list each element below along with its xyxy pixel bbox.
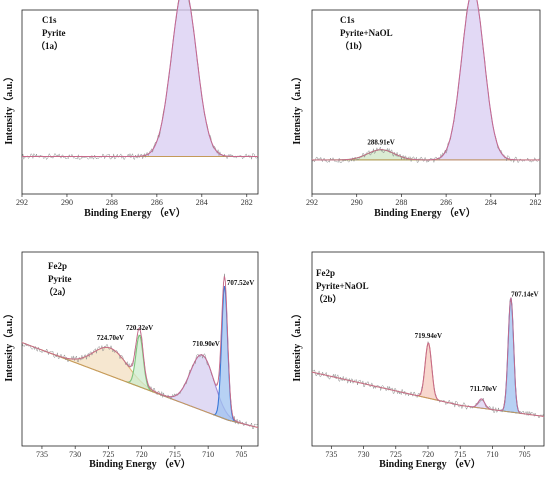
x-tick-label: 720	[136, 450, 148, 459]
x-tick-label: 284	[196, 198, 208, 207]
plot-frame	[311, 9, 541, 195]
x-axis-label: Binding Energy （eV）	[374, 206, 476, 219]
x-tick-label: 288	[106, 198, 118, 207]
y-axis-label: Intensity（a.u.）	[2, 308, 15, 381]
x-tick-label: 720	[422, 450, 434, 459]
x-tick-label: 725	[102, 450, 114, 459]
x-tick-label: 292	[306, 198, 318, 207]
x-axis-label: Binding Energy （eV）	[84, 206, 186, 219]
peak-label: 710.90eV	[192, 340, 219, 348]
x-tick-label: 730	[69, 450, 81, 459]
envelope-line	[22, 0, 258, 157]
x-tick-label: 735	[325, 450, 337, 459]
annotation-line-2: Pyrite+NaOL	[316, 281, 369, 291]
x-tick-label: 705	[235, 450, 247, 459]
x-tick-label: 286	[151, 198, 163, 207]
annotation-line-1: C1s	[340, 15, 355, 25]
peak-component-0	[327, 149, 434, 161]
annotation-line-3: （1a）	[36, 41, 63, 51]
y-axis-label: Intensity（a.u.）	[290, 71, 303, 144]
x-tick-label: 288	[395, 198, 407, 207]
annotation-line-3: （2a）	[44, 287, 71, 297]
peak-label: 707.52eV	[227, 279, 254, 287]
x-tick-label: 290	[351, 198, 363, 207]
panel-2b: Fe2p Pyrite+NaOL （2b） Binding Energy （eV…	[290, 251, 545, 470]
x-axis-label: Binding Energy （eV）	[89, 457, 191, 470]
x-tick-label: 730	[358, 450, 370, 459]
x-tick-label: 715	[454, 450, 466, 459]
peak-label: 724.70eV	[97, 334, 124, 342]
x-tick-label: 710	[486, 450, 498, 459]
y-axis-label: Intensity（a.u.）	[2, 71, 15, 144]
peak-label: 288.91eV	[367, 139, 394, 147]
plot-frame	[21, 9, 259, 195]
x-tick-label: 284	[485, 198, 497, 207]
plot-frame	[21, 251, 259, 447]
peak-component-1	[428, 0, 518, 161]
peak-label: 711.70eV	[470, 385, 497, 393]
x-tick-label: 735	[36, 450, 48, 459]
panel-1a: C1s Pyrite （1a） Binding Energy （eV） Inte…	[2, 0, 259, 219]
annotation-line-1: C1s	[42, 15, 57, 25]
annotation-line-3: （2b）	[314, 294, 342, 304]
x-tick-label: 282	[241, 198, 253, 207]
x-tick-label: 290	[61, 198, 73, 207]
x-tick-label: 282	[530, 198, 542, 207]
x-tick-label: 286	[440, 198, 452, 207]
x-tick-label: 725	[390, 450, 402, 459]
x-tick-label: 705	[519, 450, 531, 459]
raw-data-line	[21, 0, 259, 160]
panel-1b: C1s Pyrite+NaOL （1b） Binding Energy （eV）…	[290, 0, 542, 219]
peak-label: 707.14eV	[511, 291, 538, 299]
annotation-line-2: Pyrite+NaOL	[340, 28, 393, 38]
panel-2a: Fe2p Pyrite （2a） Binding Energy （eV） Int…	[2, 251, 259, 470]
y-axis-label: Intensity（a.u.）	[290, 308, 303, 381]
x-tick-label: 710	[202, 450, 214, 459]
peak-component-0	[415, 342, 441, 402]
x-tick-label: 292	[16, 198, 28, 207]
peak-component-2	[154, 354, 250, 427]
annotation-line-1: Fe2p	[48, 261, 67, 271]
envelope-line	[21, 276, 259, 428]
peak-component-0	[134, 0, 234, 158]
annotation-line-1: Fe2p	[316, 268, 335, 278]
peak-label: 719.94eV	[415, 332, 442, 340]
annotation-line-2: Pyrite	[42, 28, 65, 38]
x-axis-label: Binding Energy （eV）	[379, 457, 481, 470]
x-tick-label: 715	[169, 450, 181, 459]
peak-label: 720.32eV	[126, 324, 153, 332]
envelope-line	[312, 0, 540, 161]
peak-component-2	[499, 297, 523, 415]
annotation-line-3: （1b）	[340, 41, 368, 51]
background-line	[21, 342, 259, 428]
envelope-line	[311, 297, 545, 417]
annotation-line-2: Pyrite	[48, 274, 71, 284]
